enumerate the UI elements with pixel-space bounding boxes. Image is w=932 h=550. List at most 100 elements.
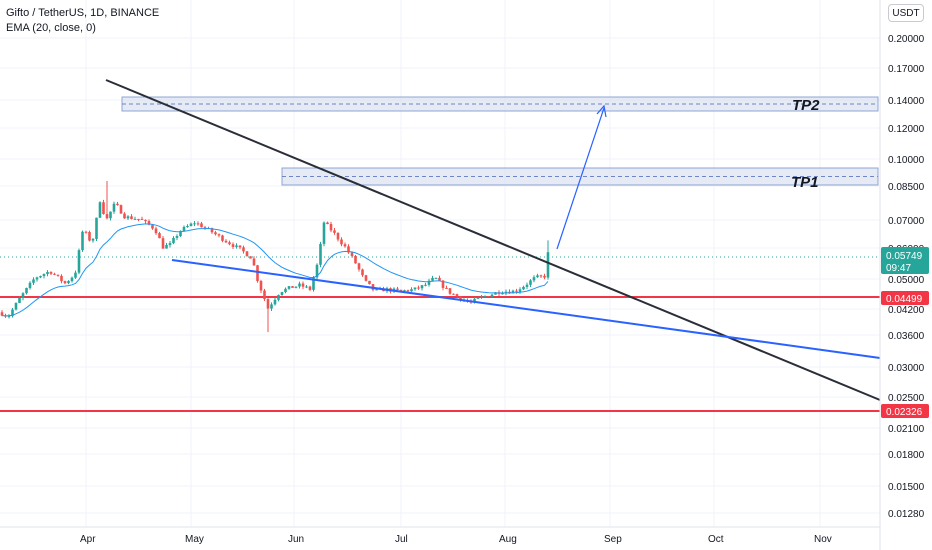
candle-body	[298, 283, 301, 287]
candle-body	[410, 289, 413, 292]
candle-body	[354, 255, 357, 264]
candle-body	[242, 247, 245, 252]
time-axis[interactable]: Apr May Jun Jul Aug Sep Oct Nov	[80, 534, 832, 545]
candle-body	[287, 286, 291, 289]
candle-body	[25, 287, 28, 294]
candle-body	[53, 273, 56, 275]
tp1-label: TP1	[791, 174, 819, 191]
candle-body	[35, 277, 39, 280]
candle-body	[490, 294, 494, 297]
candle-body	[0, 312, 4, 316]
candle-body	[315, 264, 319, 278]
candle-body	[368, 280, 371, 285]
candle-body	[84, 231, 88, 233]
candle-body	[350, 252, 354, 256]
candle-body	[249, 256, 252, 259]
y-tick: 0.02500	[888, 393, 925, 404]
candle-body	[63, 281, 67, 284]
candle-body	[312, 277, 315, 290]
candle-body	[480, 296, 483, 298]
candle-body	[336, 232, 340, 240]
y-tick: 0.01500	[888, 482, 925, 493]
candle-body	[319, 243, 322, 265]
x-tick: May	[185, 534, 204, 545]
candle-body	[144, 219, 147, 222]
support-low-price: 0.02326	[886, 407, 923, 418]
candle-body	[88, 232, 91, 241]
candle-body	[434, 277, 438, 279]
candle-body	[32, 279, 35, 283]
candle-body	[210, 228, 214, 233]
candle-body	[119, 205, 123, 214]
candle-body	[322, 222, 326, 244]
candle-body	[203, 227, 207, 229]
candle-body	[329, 224, 333, 231]
candle-body	[77, 250, 81, 273]
current-price-badge: 0.05749 09:47	[881, 247, 929, 274]
price-axis[interactable]: 0.20000 0.17000 0.14000 0.12000 0.10000 …	[888, 34, 925, 520]
y-tick: 0.10000	[888, 155, 925, 166]
candle-body	[280, 292, 284, 296]
candle-body	[448, 288, 452, 294]
candle-body	[56, 274, 60, 276]
candle-body	[158, 233, 161, 239]
candle-body	[42, 274, 46, 277]
candle-body	[326, 222, 329, 225]
candle-body	[515, 290, 518, 292]
x-tick: Nov	[814, 534, 832, 545]
currency-button[interactable]: USDT	[888, 4, 924, 22]
candle-body	[189, 223, 193, 227]
candle-body	[277, 295, 280, 300]
candle-body	[151, 224, 154, 229]
candle-body	[214, 232, 217, 235]
y-tick: 0.03600	[888, 331, 925, 342]
support-high-badge: 0.04499	[881, 291, 929, 305]
y-tick: 0.05000	[888, 275, 925, 286]
candle-body	[417, 287, 420, 289]
candle-body	[109, 211, 112, 219]
candle-body	[133, 218, 137, 220]
candle-body	[95, 217, 98, 239]
candle-body	[473, 298, 476, 302]
candle-body	[175, 236, 179, 238]
candle-body	[301, 283, 305, 287]
candle-body	[284, 288, 287, 293]
candle-body	[221, 235, 224, 241]
y-tick: 0.17000	[888, 64, 925, 75]
descending-trendline	[105, 79, 881, 401]
candle-body	[140, 218, 144, 220]
candle-body	[270, 304, 273, 309]
candle-body	[483, 296, 487, 298]
target-zones	[121, 96, 879, 186]
candle-body	[172, 237, 175, 244]
candle-body	[196, 223, 200, 225]
support-trendline	[171, 259, 881, 359]
candle-body	[67, 281, 70, 284]
chart-grid	[0, 0, 880, 527]
candle-body	[245, 251, 249, 257]
y-tick: 0.01280	[888, 509, 925, 520]
ema-20-line	[1, 223, 549, 317]
y-tick: 0.01800	[888, 450, 925, 461]
candle-body	[112, 203, 116, 212]
current-price: 0.05749	[886, 251, 923, 262]
candle-body	[427, 280, 431, 285]
candle-body	[154, 228, 158, 234]
candle-body	[441, 280, 445, 288]
candle-body	[168, 243, 172, 246]
y-tick: 0.04200	[888, 305, 925, 316]
x-tick: Jul	[395, 534, 408, 545]
candle-body	[420, 285, 424, 289]
candle-body	[305, 286, 308, 288]
candle-body	[123, 213, 126, 219]
candle-body	[252, 258, 256, 266]
y-tick: 0.20000	[888, 34, 925, 45]
candle-body	[224, 240, 228, 243]
candle-body	[7, 315, 11, 317]
symbol-title: Gifto / TetherUS, 1D, BINANCE	[6, 7, 160, 19]
ema-line	[1, 223, 549, 317]
candle-body	[347, 246, 350, 253]
candle-body	[60, 275, 63, 282]
